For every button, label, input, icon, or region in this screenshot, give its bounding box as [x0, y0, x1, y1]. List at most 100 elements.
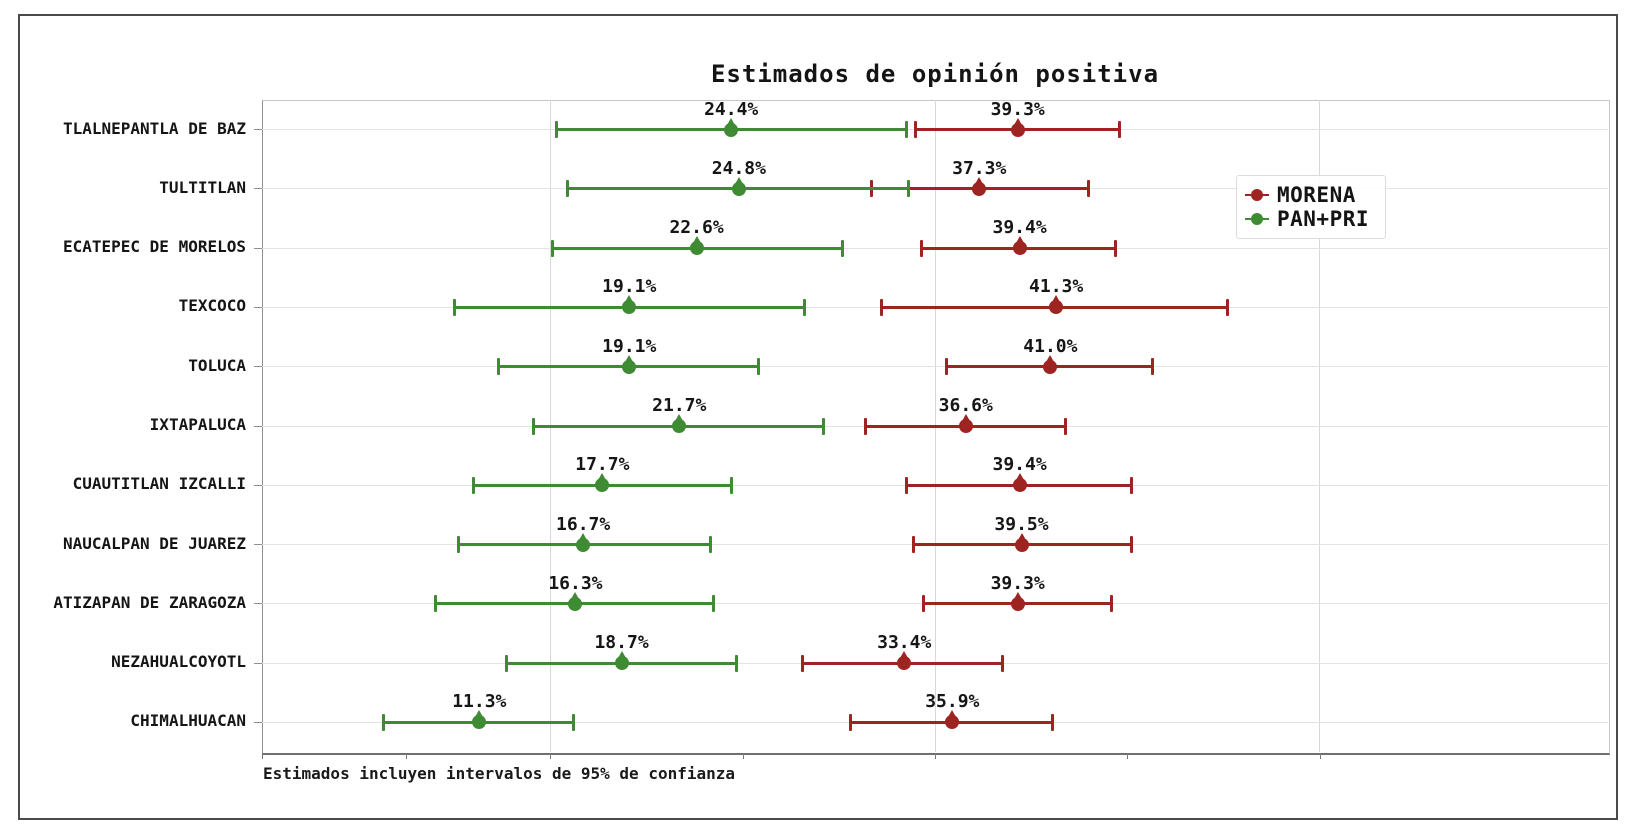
category-label: IXTAPALUCA [149, 415, 246, 434]
morena-dot-spike [1017, 532, 1026, 540]
x-axis-tick [550, 753, 552, 759]
pan+pri-error-cap-high [904, 121, 908, 139]
plot-area [262, 100, 1610, 755]
category-label: CUAUTITLAN IZCALLI [72, 474, 246, 494]
morena-value-label: 39.5% [994, 513, 1049, 535]
morena-estimate-dot [897, 656, 912, 671]
morena-estimate-dot [1012, 478, 1027, 493]
morena-estimate-dot [1043, 359, 1058, 374]
morena-value-label: 39.3% [990, 572, 1045, 594]
figure-border [18, 14, 1618, 820]
category-label: NEZAHUALCOYOTL [111, 652, 246, 672]
pan+pri-value-label: 21.7% [652, 395, 707, 416]
morena-estimate-dot [1049, 300, 1064, 315]
pan+pri-value-label: 11.3% [452, 691, 507, 713]
morena-estimate-dot [1014, 537, 1029, 552]
morena-errorbar-marker-icon [1245, 188, 1269, 202]
pan+pri-estimate-dot [614, 656, 629, 671]
pan+pri-dot-spike [617, 651, 626, 659]
pan+pri-dot-spike [571, 591, 580, 599]
pan+pri-estimate-dot [472, 715, 487, 730]
morena-error-cap-high [1064, 417, 1068, 435]
y-axis-tick [254, 484, 262, 486]
pan+pri-value-label: 17.7% [575, 454, 630, 476]
category-label: TULTITLAN [159, 177, 246, 197]
morena-value-label: 35.9% [925, 691, 980, 713]
pan+pri-error-cap-low [554, 121, 558, 139]
x-axis-tick [742, 753, 744, 759]
pan+pri-estimate-dot [595, 478, 610, 493]
morena-value-label: 37.3% [952, 157, 1007, 179]
y-axis-tick [254, 306, 262, 308]
morena-error-cap-low [912, 536, 916, 554]
morena-dot-spike [1013, 117, 1022, 125]
morena-error-cap-low [879, 298, 883, 316]
x-axis-tick [1127, 753, 1129, 759]
morena-estimate-dot [958, 419, 973, 433]
pan+pri-error-cap-low [452, 298, 456, 316]
pan+pri-dot-spike [675, 414, 684, 421]
pan+pri-error-cap-low [472, 476, 475, 494]
morena-error-cap-high [1114, 239, 1118, 257]
morena-error-cap-high [1129, 476, 1133, 494]
morena-error-cap-low [800, 654, 804, 672]
morena-error-cap-high [1087, 180, 1091, 198]
legend-item-panpri: PAN+PRI [1245, 207, 1375, 231]
pan+pri-error-cap-high [708, 536, 712, 554]
pan+pri-value-label: 18.7% [594, 632, 649, 654]
x-axis-tick [262, 753, 263, 759]
morena-error-cap-low [920, 239, 924, 257]
pan+pri-estimate-dot [622, 300, 637, 315]
morena-error-cap-low [945, 358, 949, 376]
pan+pri-error-cap-high [802, 298, 806, 316]
morena-value-label: 39.4% [992, 454, 1047, 476]
pan+pri-dot-spike [579, 532, 588, 540]
x-axis-tick [406, 753, 408, 759]
pan+pri-error-cap-high [821, 417, 825, 435]
pan+pri-value-label: 24.4% [704, 98, 759, 120]
y-axis-tick [254, 544, 262, 546]
morena-error-cap-low [921, 595, 925, 613]
morena-dot-spike [1015, 473, 1024, 481]
morena-dot-spike [1052, 295, 1061, 303]
pan+pri-value-label: 24.8% [711, 157, 766, 179]
morena-dot-spike [975, 176, 984, 184]
morena-error-cap-high [1118, 121, 1122, 139]
pan+pri-error-cap-high [906, 180, 910, 198]
morena-error-cap-high [1225, 298, 1229, 316]
pan+pri-dot-spike [598, 473, 607, 481]
pan+pri-error-cap-low [456, 536, 460, 554]
morena-value-label: 41.3% [1029, 276, 1084, 298]
category-label: CHIMALHUACAN [130, 711, 246, 731]
category-label: TOLUCA [188, 355, 246, 375]
pan+pri-error-cap-high [572, 713, 575, 731]
pan+pri-value-label: 16.3% [548, 572, 603, 594]
morena-estimate-dot [972, 181, 987, 196]
pan+pri-error-cap-high [756, 358, 760, 376]
pan+pri-error-cap-low [433, 595, 437, 613]
legend-item-morena: MORENA [1245, 183, 1375, 207]
chart-title: Estimados de opinión positiva [710, 60, 1160, 88]
pan+pri-error-cap-high [729, 476, 733, 494]
legend-label-panpri: PAN+PRI [1277, 207, 1370, 231]
y-axis-tick [254, 425, 262, 427]
y-gridline [262, 366, 1608, 368]
pan+pri-error-cap-low [504, 654, 508, 672]
morena-error-cap-low [848, 713, 852, 731]
category-label: TLALNEPANTLA DE BAZ [62, 118, 246, 138]
category-label: NAUCALPAN DE JUAREZ [62, 533, 246, 553]
pan+pri-dot-spike [734, 176, 743, 184]
morena-value-label: 33.4% [877, 632, 932, 654]
pan+pri-value-label: 19.1% [602, 335, 657, 357]
pan+pri-error-cap-high [841, 239, 845, 257]
morena-error-cap-high [1110, 595, 1114, 613]
morena-value-label: 39.3% [990, 98, 1045, 120]
category-label: ECATEPEC DE MORELOS [62, 237, 246, 257]
panpri-errorbar-marker-icon [1245, 212, 1269, 226]
morena-dot-spike [961, 414, 970, 421]
morena-estimate-dot [1010, 596, 1025, 611]
pan+pri-error-cap-low [550, 239, 554, 257]
pan+pri-estimate-dot [622, 359, 637, 374]
pan+pri-dot-spike [625, 295, 634, 303]
pan+pri-dot-spike [692, 236, 701, 244]
